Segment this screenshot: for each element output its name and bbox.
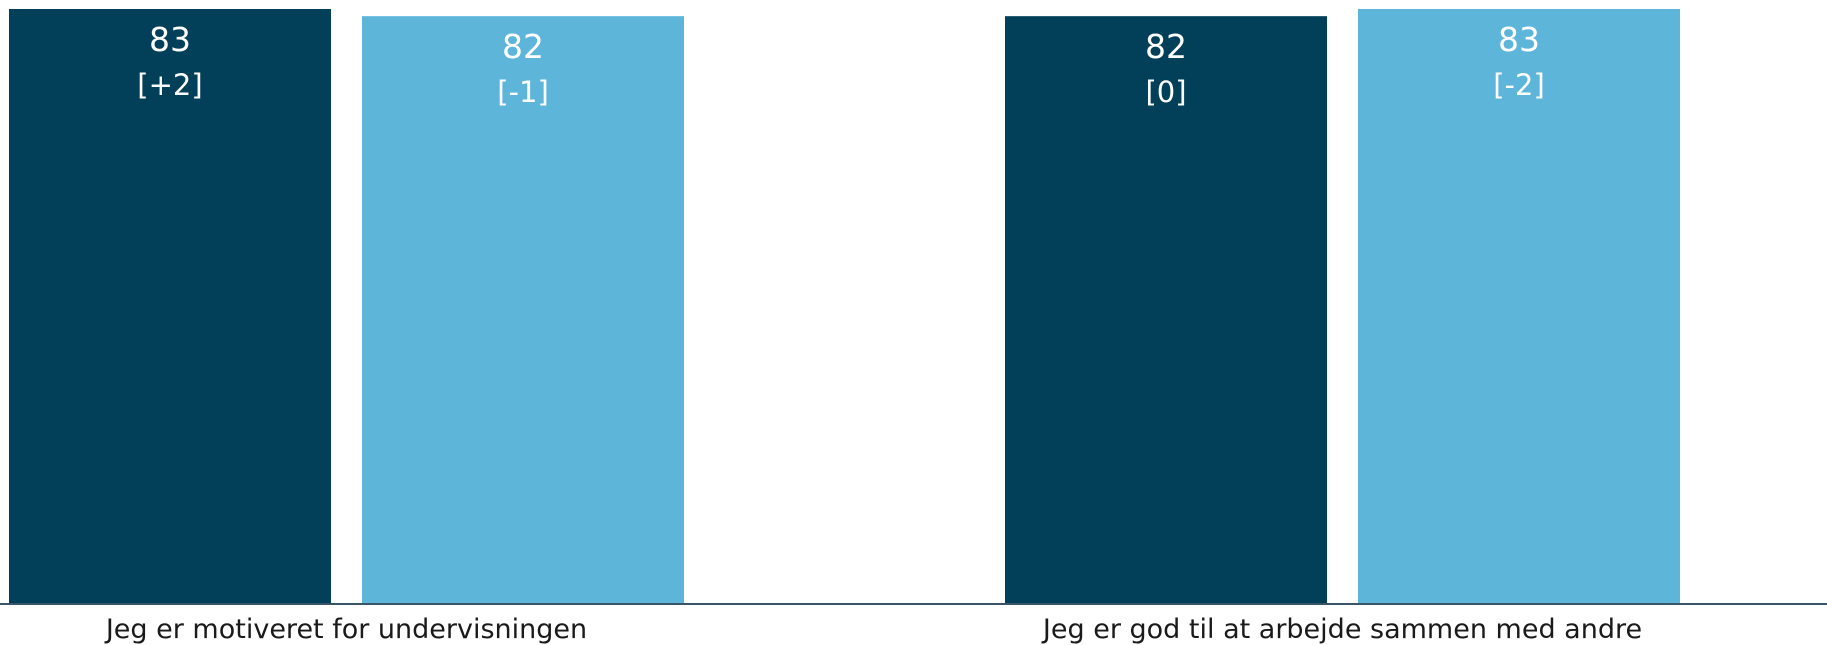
bar-s0-c1 [1005, 16, 1327, 604]
bar-value-label: 82 [502, 27, 544, 66]
bars-layer: 83 [+2] 82 [-1] 82 [0] 83 [-2] [9, 9, 1680, 604]
bar-delta-label: [-2] [1493, 68, 1545, 102]
category-label: Jeg er god til at arbejde sammen med and… [1041, 614, 1642, 645]
bar-s1-c1 [1358, 9, 1680, 604]
bar-s1-c0 [362, 16, 684, 604]
bar-delta-label: [-1] [497, 75, 549, 109]
bar-value-label: 82 [1145, 27, 1187, 66]
category-labels-layer: Jeg er motiveret for undervisningen Jeg e… [104, 614, 1642, 645]
bar-delta-label: [0] [1145, 75, 1186, 109]
bar-delta-label: [+2] [137, 68, 202, 102]
bar-value-label: 83 [1498, 20, 1540, 59]
category-label: Jeg er motiveret for undervisningen [104, 614, 587, 645]
bar-value-label: 83 [149, 20, 191, 59]
bar-s0-c0 [9, 9, 331, 604]
